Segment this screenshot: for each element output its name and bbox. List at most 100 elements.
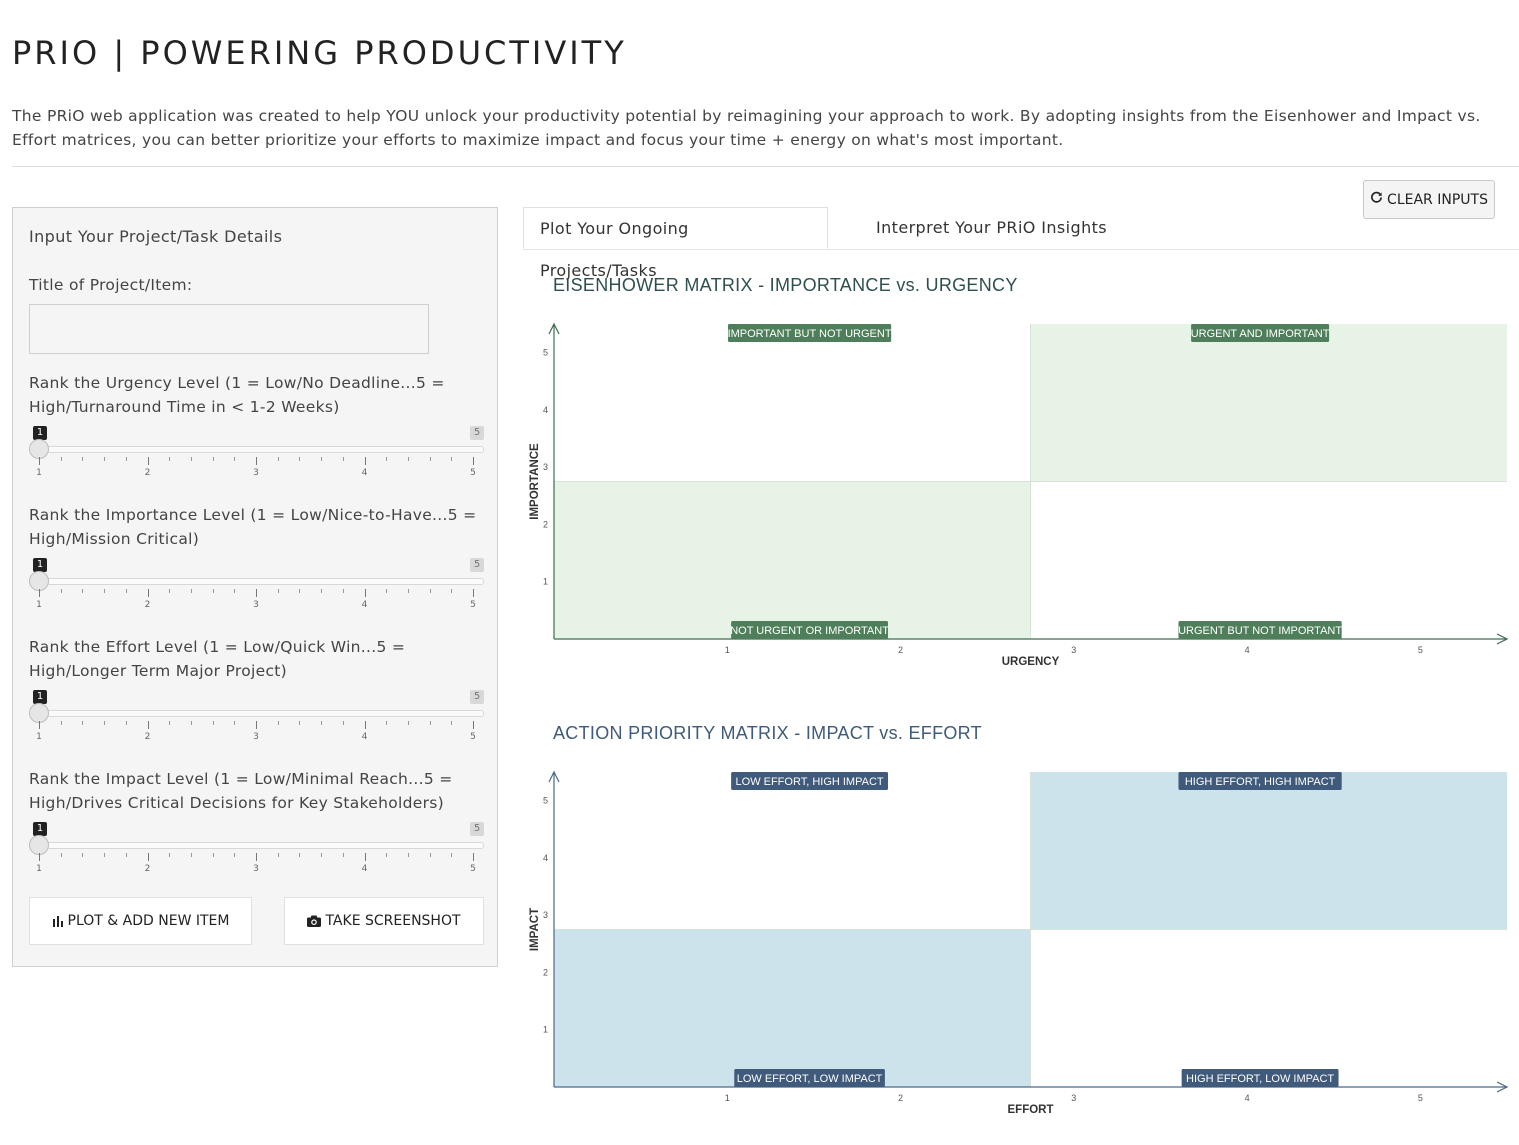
slider-tick xyxy=(125,853,127,857)
slider-tick xyxy=(39,457,40,465)
slider-tick xyxy=(277,721,279,725)
slider-tick xyxy=(364,721,366,729)
impact-min-badge: 1 xyxy=(33,822,47,836)
x-axis-label: EFFORT xyxy=(1008,1104,1054,1116)
x-axis-label: URGENCY xyxy=(1002,656,1060,668)
slider-tick xyxy=(147,589,149,597)
slider-tick-label: 3 xyxy=(253,468,259,478)
quadrant-label-bottom-left: LOW EFFORT, LOW IMPACT xyxy=(737,1073,883,1085)
urgency-ticks: 1 2 3 4 5 xyxy=(36,457,476,481)
slider-tick xyxy=(429,457,431,461)
slider-tick-label: 3 xyxy=(253,732,259,742)
slider-tick xyxy=(451,457,453,461)
slider-tick xyxy=(190,457,192,461)
bar-chart-icon xyxy=(52,915,64,927)
quadrant-label-bg xyxy=(727,324,892,342)
importance-min-badge: 1 xyxy=(33,558,47,572)
importance-track[interactable] xyxy=(29,578,484,585)
importance-max-badge: 5 xyxy=(470,558,484,572)
effort-slider[interactable]: 1 5 1 2 3 4 5 xyxy=(29,690,484,750)
slider-tick xyxy=(451,721,453,725)
slider-tick xyxy=(125,721,127,725)
slider-tick-label: 5 xyxy=(470,468,476,478)
slider-tick xyxy=(277,853,279,857)
slider-tick xyxy=(364,457,366,465)
x-tick-label: 2 xyxy=(898,645,903,655)
quadrant-label-top-left: IMPORTANT BUT NOT URGENT xyxy=(728,328,892,340)
y-axis-arrow xyxy=(548,322,560,335)
quadrant-label-bg xyxy=(1178,621,1342,639)
slider-tick xyxy=(169,589,171,593)
slider-tick-label: 1 xyxy=(36,732,42,742)
slider-tick xyxy=(104,721,106,725)
header-divider xyxy=(12,166,1519,167)
urgency-label: Rank the Urgency Level (1 = Low/No Deadl… xyxy=(29,374,445,416)
title-input[interactable] xyxy=(29,304,429,354)
slider-tick xyxy=(212,589,214,593)
slider-tick xyxy=(407,457,409,461)
quadrant-fill-top-right xyxy=(1030,324,1507,482)
y-tick-label: 2 xyxy=(543,519,548,529)
slider-tick-label: 2 xyxy=(144,864,151,874)
slider-tick xyxy=(473,721,474,729)
slider-tick xyxy=(82,589,84,593)
urgency-track[interactable] xyxy=(29,446,484,453)
x-axis-arrow xyxy=(1496,1081,1509,1093)
slider-tick xyxy=(104,589,106,593)
slider-tick-label: 3 xyxy=(253,600,259,610)
effort-track[interactable] xyxy=(29,710,484,717)
quadrant-label-bg xyxy=(1191,324,1330,342)
urgency-min-badge: 1 xyxy=(33,426,47,440)
slider-tick xyxy=(407,721,409,725)
x-tick-label: 3 xyxy=(1071,645,1076,655)
y-tick-label: 5 xyxy=(543,348,548,358)
slider-tick xyxy=(190,853,192,857)
slider-tick xyxy=(407,589,409,593)
slider-tick xyxy=(321,589,323,593)
slider-tick xyxy=(39,721,40,729)
x-tick-label: 1 xyxy=(725,1093,730,1103)
x-tick-label: 4 xyxy=(1245,1093,1250,1103)
effort-ticks: 1 2 3 4 5 xyxy=(36,721,476,745)
slider-tick xyxy=(299,457,301,461)
slider-tick-label: 2 xyxy=(144,468,151,478)
chart-title-action-priority: ACTION PRIORITY MATRIX - IMPACT vs. EFFO… xyxy=(553,723,982,743)
x-tick-label: 3 xyxy=(1071,1093,1076,1103)
slider-tick xyxy=(429,853,431,857)
importance-thumb[interactable] xyxy=(29,571,49,591)
slider-tick-label: 2 xyxy=(144,732,151,742)
urgency-max-badge: 5 xyxy=(470,426,484,440)
slider-tick xyxy=(321,457,323,461)
impact-track[interactable] xyxy=(29,842,484,849)
impact-thumb[interactable] xyxy=(29,835,49,855)
quadrant-label-bg xyxy=(731,772,889,790)
slider-tick xyxy=(342,457,344,461)
importance-slider[interactable]: 1 5 1 2 3 4 5 xyxy=(29,558,484,618)
impact-slider[interactable]: 1 5 1 2 3 4 5 xyxy=(29,822,484,882)
slider-tick xyxy=(234,853,236,857)
tab-plot-projects[interactable]: Plot Your Ongoing Projects/Tasks xyxy=(523,207,828,280)
slider-tick xyxy=(190,589,192,593)
clear-inputs-button[interactable]: CLEAR INPUTS xyxy=(1363,180,1495,219)
quadrant-fill-bottom-left xyxy=(554,929,1031,1087)
slider-tick xyxy=(256,853,257,861)
urgency-thumb[interactable] xyxy=(29,439,49,459)
slider-tick-label: 5 xyxy=(470,600,476,610)
tab-bar: Plot Your Ongoing Projects/Tasks Interpr… xyxy=(523,207,1519,280)
slider-tick xyxy=(473,853,474,861)
slider-tick-label: 5 xyxy=(470,864,476,874)
x-tick-label: 1 xyxy=(725,645,730,655)
quadrant-label-bg xyxy=(731,621,889,639)
camera-icon xyxy=(307,915,322,927)
slider-tick xyxy=(321,721,323,725)
quadrant-label-bottom-right: HIGH EFFORT, LOW IMPACT xyxy=(1186,1073,1334,1085)
take-screenshot-button[interactable]: TAKE SCREENSHOT xyxy=(284,897,484,945)
x-tick-label: 2 xyxy=(898,1093,903,1103)
plot-add-button[interactable]: PLOT & ADD NEW ITEM xyxy=(29,897,252,945)
urgency-slider[interactable]: 1 5 1 2 3 4 5 xyxy=(29,426,484,486)
slider-tick xyxy=(386,721,388,725)
effort-thumb[interactable] xyxy=(29,703,49,723)
slider-tick xyxy=(82,853,84,857)
slider-tick xyxy=(147,853,149,861)
tab-interpret-insights[interactable]: Interpret Your PRiO Insights xyxy=(876,218,1108,237)
